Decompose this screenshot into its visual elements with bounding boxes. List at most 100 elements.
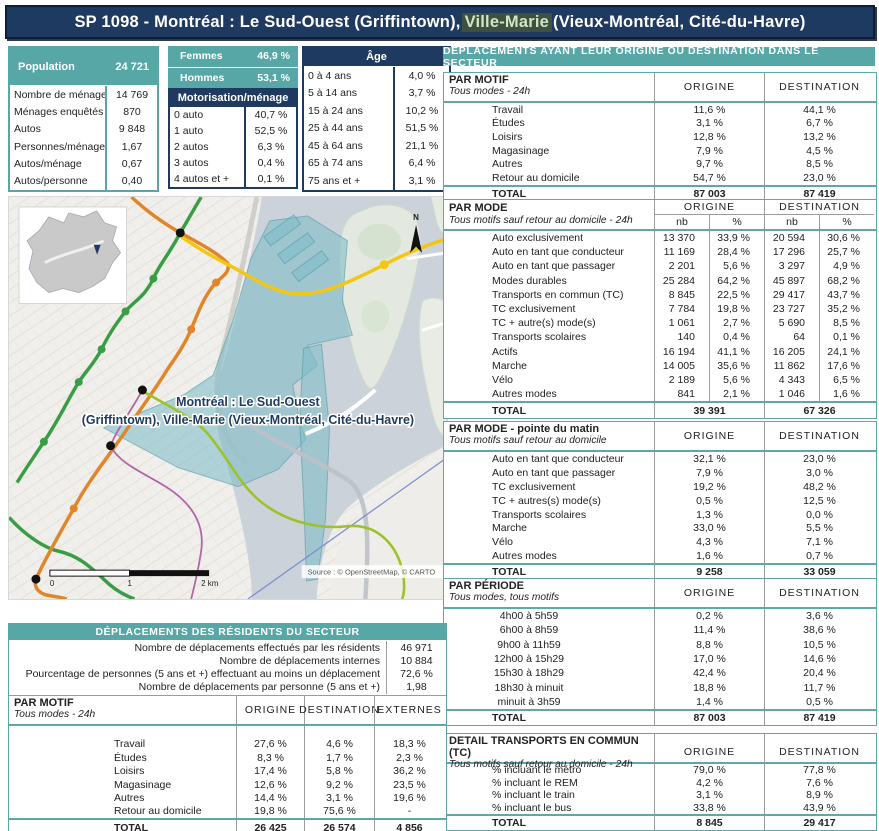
- row-label: Autos/personne: [14, 175, 88, 188]
- row-value: 17,4 %: [236, 764, 304, 778]
- row-value: 4,5 %: [764, 143, 874, 158]
- metro-green-line-south: [7, 516, 136, 601]
- table-row: 45 à 64 ans 21,1 %: [304, 137, 449, 155]
- metro-yellow-line: [179, 234, 448, 296]
- row-value: 8,9 %: [764, 789, 874, 802]
- row-value: 3,6 %: [764, 609, 874, 624]
- table-row: Retour au domicile 19,8 % 75,6 % -: [9, 804, 446, 819]
- svg-text:2 km: 2 km: [201, 579, 219, 588]
- row-value: 8,5 %: [764, 157, 874, 171]
- row-value: 53,1 %: [257, 71, 290, 84]
- row-value: 32,1 %: [654, 452, 764, 466]
- row-value: 33,8 %: [654, 801, 764, 815]
- row-value: 40,7 %: [244, 107, 296, 124]
- row-value: 23 727: [764, 301, 819, 317]
- table-subheading: Tous motifs sauf retour au domicile - 24…: [449, 759, 633, 770]
- table-row: Modes durables 25 284 64,2 % 45 897 68,2 %: [444, 273, 876, 288]
- column-destination: DESTINATION: [764, 579, 874, 607]
- row-value: 2,7 %: [709, 316, 764, 331]
- table-row: Auto en tant que passager 2 201 5,6 % 3 297…: [444, 259, 876, 274]
- row-label: Transports scolaires: [492, 508, 587, 521]
- population-table: Population 24 721 Nombre de ménages 14 76…: [8, 46, 159, 192]
- row-value: 19,2 %: [654, 479, 764, 494]
- table-row: 75 ans et + 3,1 %: [304, 172, 449, 190]
- row-value: 12,6 %: [236, 777, 304, 792]
- row-value: 2,3 %: [374, 751, 444, 765]
- row-value: 3,0 %: [764, 465, 874, 480]
- row-label: 45 à 64 ans: [308, 139, 363, 152]
- metro-orange-line: [33, 195, 231, 601]
- row-value: 13,2 %: [764, 130, 874, 144]
- row-label: 9h00 à 11h59: [497, 638, 561, 651]
- row-value: 3,1 %: [654, 789, 764, 802]
- row-value: 841: [654, 387, 709, 402]
- map-sector-label-line2: (Griffintown), Ville-Marie (Vieux-Montré…: [82, 413, 414, 427]
- table-row: Autres 14,4 % 3,1 % 19,6 %: [9, 791, 446, 805]
- table-row: TC + autre(s) mode(s) 1 061 2,7 % 5 690 8,5 …: [444, 316, 876, 331]
- row-value: 10,5 %: [764, 637, 874, 652]
- row-value: 14,4 %: [236, 791, 304, 805]
- map-purple-line: [109, 389, 203, 600]
- row-value: 870: [105, 103, 157, 121]
- row-value: 6,4 %: [393, 154, 449, 172]
- metro-stations: [31, 228, 389, 584]
- total-row: TOTAL 26 425 26 574 4 856: [9, 818, 446, 831]
- page-title: SP 1098 - Montréal : Le Sud-Ouest (Griff…: [5, 5, 875, 39]
- row-value: 7,1 %: [764, 535, 874, 550]
- table-row: Loisirs 12,8 % 13,2 %: [444, 130, 876, 144]
- svg-text:0: 0: [50, 579, 55, 588]
- table-subheading: Tous modes - 24h: [449, 86, 531, 97]
- detail-tc-table: DETAIL TRANSPORTS EN COMMUN (TC) Tous mo…: [443, 733, 877, 831]
- row-value: 12,8 %: [654, 130, 764, 144]
- table-row: 25 à 44 ans 51,5 %: [304, 119, 449, 137]
- row-value: 14 005: [654, 358, 709, 373]
- table-row: minuit à 3h59 1,4 % 0,5 %: [444, 694, 876, 710]
- table-row: 6h00 à 8h59 11,4 % 38,6 %: [444, 623, 876, 638]
- table-row: Femmes 46,9 %: [168, 46, 298, 67]
- row-label: Nombre de déplacements effectués par les…: [134, 641, 380, 654]
- row-label: Autres modes: [492, 388, 557, 401]
- detail-tc-rows: % incluant le métro 79,0 % 77,8 %% incluan…: [444, 764, 876, 815]
- par-mode-table: PAR MODE Tous motifs sauf retour au domi…: [443, 199, 877, 420]
- row-value: 20,4 %: [764, 666, 874, 681]
- column-destination: DESTINATION: [764, 73, 874, 101]
- row-label: Auto en tant que passager: [492, 260, 616, 273]
- table-row: Autos/personne 0,40: [10, 172, 157, 190]
- table-row: Loisirs 17,4 % 5,8 % 36,2 %: [9, 764, 446, 778]
- row-label: 75 ans et +: [308, 174, 361, 187]
- subcolumn-nb: nb: [654, 215, 709, 229]
- row-value: 0,67: [105, 155, 157, 173]
- row-value: 8,8 %: [654, 637, 764, 652]
- column-origine: ORIGINE: [654, 422, 764, 450]
- title-highlight: Ville-Marie: [461, 12, 552, 32]
- table-row: Autos 9 848: [10, 120, 157, 139]
- row-label: 15h30 à 18h29: [493, 667, 565, 680]
- column-origine: ORIGINE: [236, 695, 304, 724]
- svg-text:N: N: [413, 213, 419, 222]
- row-value: 19,8 %: [236, 804, 304, 819]
- row-value: 4 343: [764, 372, 819, 388]
- table-row: Auto en tant que conducteur 11 169 28,4 % 1…: [444, 245, 876, 260]
- row-value: 8,5 %: [819, 316, 874, 331]
- row-value: 44,1 %: [764, 103, 874, 117]
- table-row: TC exclusivement 7 784 19,8 % 23 727 35,2 %: [444, 301, 876, 317]
- row-value: 8 845: [654, 287, 709, 302]
- row-value: 8,3 %: [236, 751, 304, 765]
- row-label: 5 à 14 ans: [308, 87, 358, 100]
- total-row: TOTAL 39 391 67 326: [444, 401, 876, 419]
- row-value: 72,6 %: [386, 667, 446, 681]
- row-value: 48,2 %: [764, 479, 874, 494]
- row-value: 64,2 %: [709, 273, 764, 288]
- row-value: 33,9 %: [709, 231, 764, 246]
- row-value: 3,1 %: [304, 791, 374, 805]
- column-externes: EXTERNES: [374, 695, 444, 724]
- row-value: 140: [654, 330, 709, 345]
- table-row: Marche 14 005 35,6 % 11 862 17,6 %: [444, 358, 876, 373]
- map-land-topright: [430, 197, 447, 236]
- row-value: 1,3 %: [654, 507, 764, 522]
- row-value: 33,0 %: [654, 521, 764, 536]
- row-value: 4,9 %: [819, 259, 874, 274]
- row-value: 28,4 %: [709, 245, 764, 260]
- table-row: 1 auto 52,5 %: [170, 123, 296, 140]
